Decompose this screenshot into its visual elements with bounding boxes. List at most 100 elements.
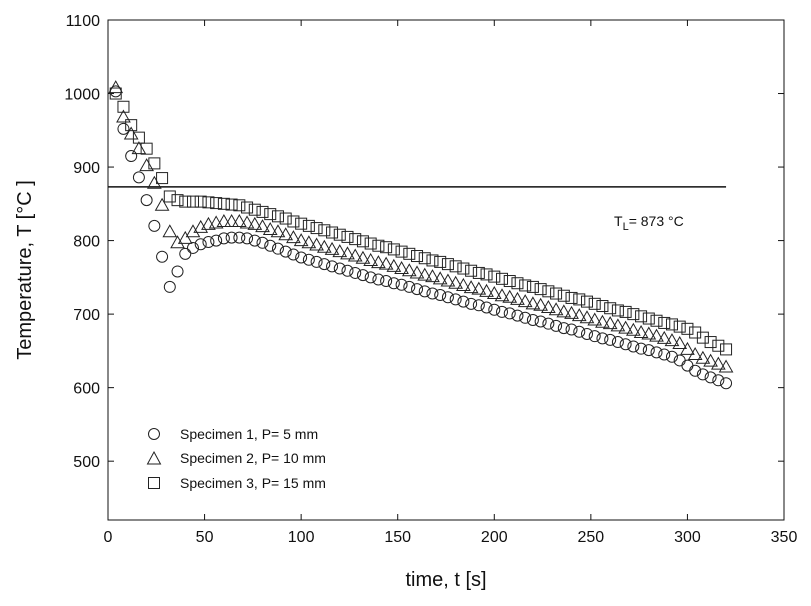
data-point-square — [472, 266, 485, 279]
data-point-circle — [310, 255, 323, 268]
data-point-square — [132, 131, 145, 144]
data-point-circle — [318, 258, 331, 271]
data-point-triangle — [146, 175, 162, 189]
data-point-triangle — [618, 320, 633, 334]
data-point-square — [179, 195, 192, 208]
data-point-triangle — [378, 256, 394, 270]
data-point-circle — [372, 273, 385, 286]
data-point-circle — [364, 271, 377, 284]
legend-label-specimen-2: Specimen 2, P= 10 mm — [180, 450, 326, 466]
legend-marker-triangle — [146, 450, 162, 465]
data-point-square — [681, 322, 694, 335]
data-point-triangle — [255, 219, 270, 233]
data-point-square — [704, 336, 717, 349]
data-point-circle — [665, 350, 678, 363]
data-point-square — [696, 331, 709, 344]
data-point-triangle — [502, 289, 518, 303]
data-point-triangle — [355, 250, 371, 264]
data-point-square — [434, 255, 447, 268]
data-point-circle — [526, 314, 539, 326]
data-point-triangle — [123, 126, 139, 140]
data-point-triangle — [633, 324, 649, 338]
data-point-circle — [241, 232, 254, 245]
data-point-triangle — [579, 310, 595, 324]
data-point-circle — [642, 344, 655, 357]
data-point-square — [310, 222, 323, 235]
plot-frame — [107, 19, 785, 521]
data-point-square — [241, 201, 254, 214]
data-point-square — [650, 314, 663, 327]
data-point-triangle — [301, 235, 317, 249]
data-point-triangle — [185, 224, 201, 238]
data-point-square — [665, 318, 678, 331]
data-point-circle — [233, 231, 246, 244]
data-point-square — [380, 241, 393, 254]
data-point-square — [465, 264, 478, 277]
data-point-square — [712, 339, 725, 352]
data-point-triangle — [486, 286, 502, 300]
data-point-square — [411, 250, 424, 263]
ref-annotation-subscript: L — [623, 221, 629, 233]
data-point-square — [295, 217, 308, 230]
data-point-triangle — [556, 304, 572, 318]
data-point-square — [542, 285, 555, 298]
data-point-square — [387, 243, 400, 256]
data-point-triangle — [610, 318, 626, 332]
data-point-square — [426, 254, 439, 267]
data-point-circle — [202, 236, 215, 249]
data-point-square — [210, 197, 223, 210]
data-point-circle — [658, 348, 671, 361]
data-point-triangle — [332, 244, 348, 258]
x-tick-label: 50 — [196, 529, 214, 546]
legend-label-specimen-3: Specimen 3, P= 15 mm — [180, 475, 326, 491]
data-point-square — [403, 247, 416, 260]
data-point-circle — [480, 301, 493, 314]
data-point-circle — [650, 346, 663, 359]
data-point-triangle — [293, 233, 309, 247]
data-point-square — [604, 302, 617, 315]
data-point-triangle — [170, 235, 185, 249]
data-point-square — [225, 198, 238, 211]
y-tick-label: 800 — [73, 234, 100, 251]
data-point-circle — [295, 251, 308, 264]
data-point-triangle — [664, 333, 680, 347]
data-point-triangle — [324, 241, 340, 255]
data-point-triangle — [394, 261, 409, 275]
data-point-square — [627, 308, 640, 321]
data-point-triangle — [448, 275, 464, 289]
data-point-triangle — [718, 359, 734, 373]
data-point-triangle — [116, 109, 131, 123]
data-point-triangle — [417, 267, 433, 281]
x-tick-label: 250 — [578, 529, 605, 546]
data-point-circle — [488, 303, 501, 316]
data-point-square — [580, 295, 593, 308]
data-point-triangle — [224, 213, 239, 227]
x-tick-label: 0 — [104, 529, 113, 546]
legend-marker-circle — [148, 428, 160, 440]
data-point-circle — [457, 295, 470, 308]
data-point-circle — [271, 242, 284, 255]
data-point-triangle — [564, 305, 579, 319]
data-point-square — [233, 199, 246, 212]
x-axis-title: time, t [s] — [405, 569, 486, 591]
data-point-circle — [380, 275, 393, 288]
data-point-square — [256, 205, 269, 218]
data-point-circle — [496, 305, 509, 318]
y-tick-label: 600 — [73, 381, 100, 398]
data-point-triangle — [216, 213, 232, 227]
data-point-circle — [217, 232, 230, 245]
data-point-square — [287, 215, 300, 228]
legend: Specimen 1, P= 5 mm Specimen 2, P= 10 mm… — [146, 426, 326, 491]
data-point-triangle — [479, 283, 494, 297]
data-point-circle — [256, 236, 269, 249]
data-point-square — [356, 235, 369, 248]
data-point-square — [395, 245, 408, 258]
data-point-circle — [611, 336, 624, 349]
data-point-circle — [287, 248, 300, 261]
data-point-square — [364, 237, 377, 250]
data-point-circle — [387, 277, 400, 290]
data-point-circle — [125, 150, 138, 163]
data-point-circle — [179, 247, 192, 260]
data-point-circle — [333, 262, 346, 275]
data-point-circle — [156, 250, 169, 263]
